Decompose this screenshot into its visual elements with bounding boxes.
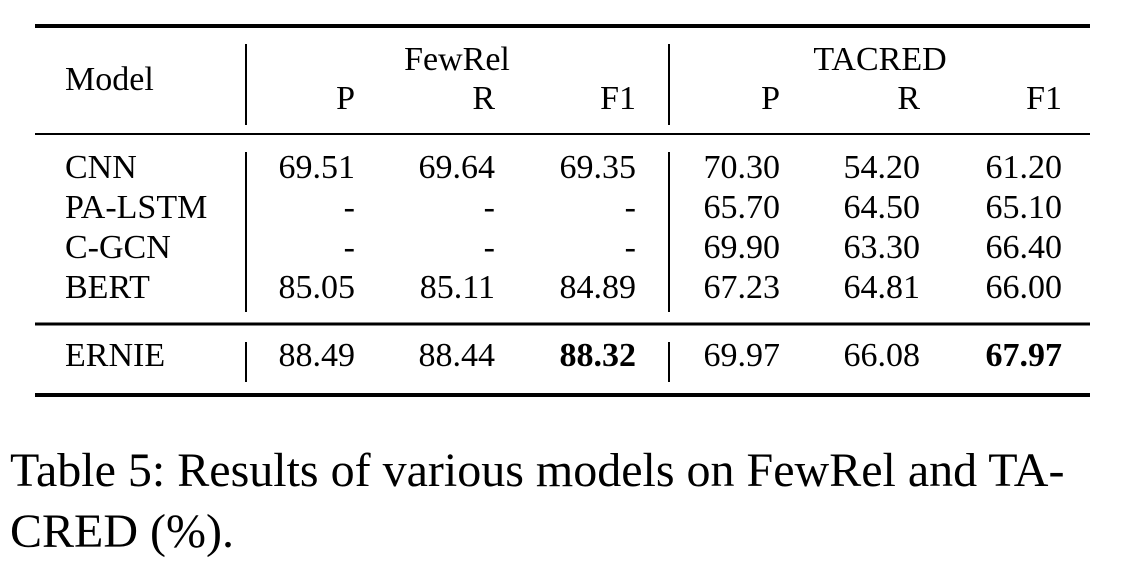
group-header: TACRED (813, 41, 946, 78)
cell: 64.81 (844, 269, 921, 306)
model-name: PA-LSTM (65, 189, 207, 226)
cell: 69.90 (704, 229, 781, 266)
cell: 64.50 (844, 189, 921, 226)
cell: - (625, 189, 636, 226)
cell: - (625, 229, 636, 266)
cell: 66.40 (986, 229, 1063, 266)
cell: - (484, 189, 495, 226)
cell: 65.70 (704, 189, 781, 226)
cell: 65.10 (986, 189, 1063, 226)
cell: 66.00 (986, 269, 1063, 306)
cell: 85.05 (279, 269, 356, 306)
cell: 69.64 (419, 149, 496, 186)
cell: 85.11 (420, 269, 495, 306)
model-name: ERNIE (65, 337, 165, 374)
caption: CRED (%). (10, 505, 234, 558)
cell: 54.20 (844, 149, 921, 186)
cell: 66.08 (844, 337, 921, 374)
column-header: P (336, 80, 355, 117)
model-name: C-GCN (65, 229, 171, 266)
cell: 67.23 (704, 269, 781, 306)
model-header: Model (65, 61, 154, 98)
model-name: BERT (65, 269, 150, 306)
column-header: F1 (1026, 80, 1062, 117)
cell: 69.51 (279, 149, 356, 186)
cell: - (344, 189, 355, 226)
cell: 67.97 (986, 337, 1063, 374)
cell: - (484, 229, 495, 266)
column-header: R (897, 80, 920, 117)
group-header: FewRel (404, 41, 510, 78)
cell: 69.35 (560, 149, 637, 186)
cell: 88.32 (560, 337, 637, 374)
column-header: R (472, 80, 495, 117)
cell: 70.30 (704, 149, 781, 186)
column-header: P (761, 80, 780, 117)
cell: 84.89 (560, 269, 637, 306)
cell: - (344, 229, 355, 266)
model-name: CNN (65, 149, 137, 186)
column-header: F1 (600, 80, 636, 117)
cell: 88.44 (419, 337, 496, 374)
cell: 63.30 (844, 229, 921, 266)
cell: 69.97 (704, 337, 781, 374)
cell: 88.49 (279, 337, 356, 374)
caption: Table 5: Results of various models on Fe… (10, 444, 1064, 497)
cell: 61.20 (986, 149, 1063, 186)
